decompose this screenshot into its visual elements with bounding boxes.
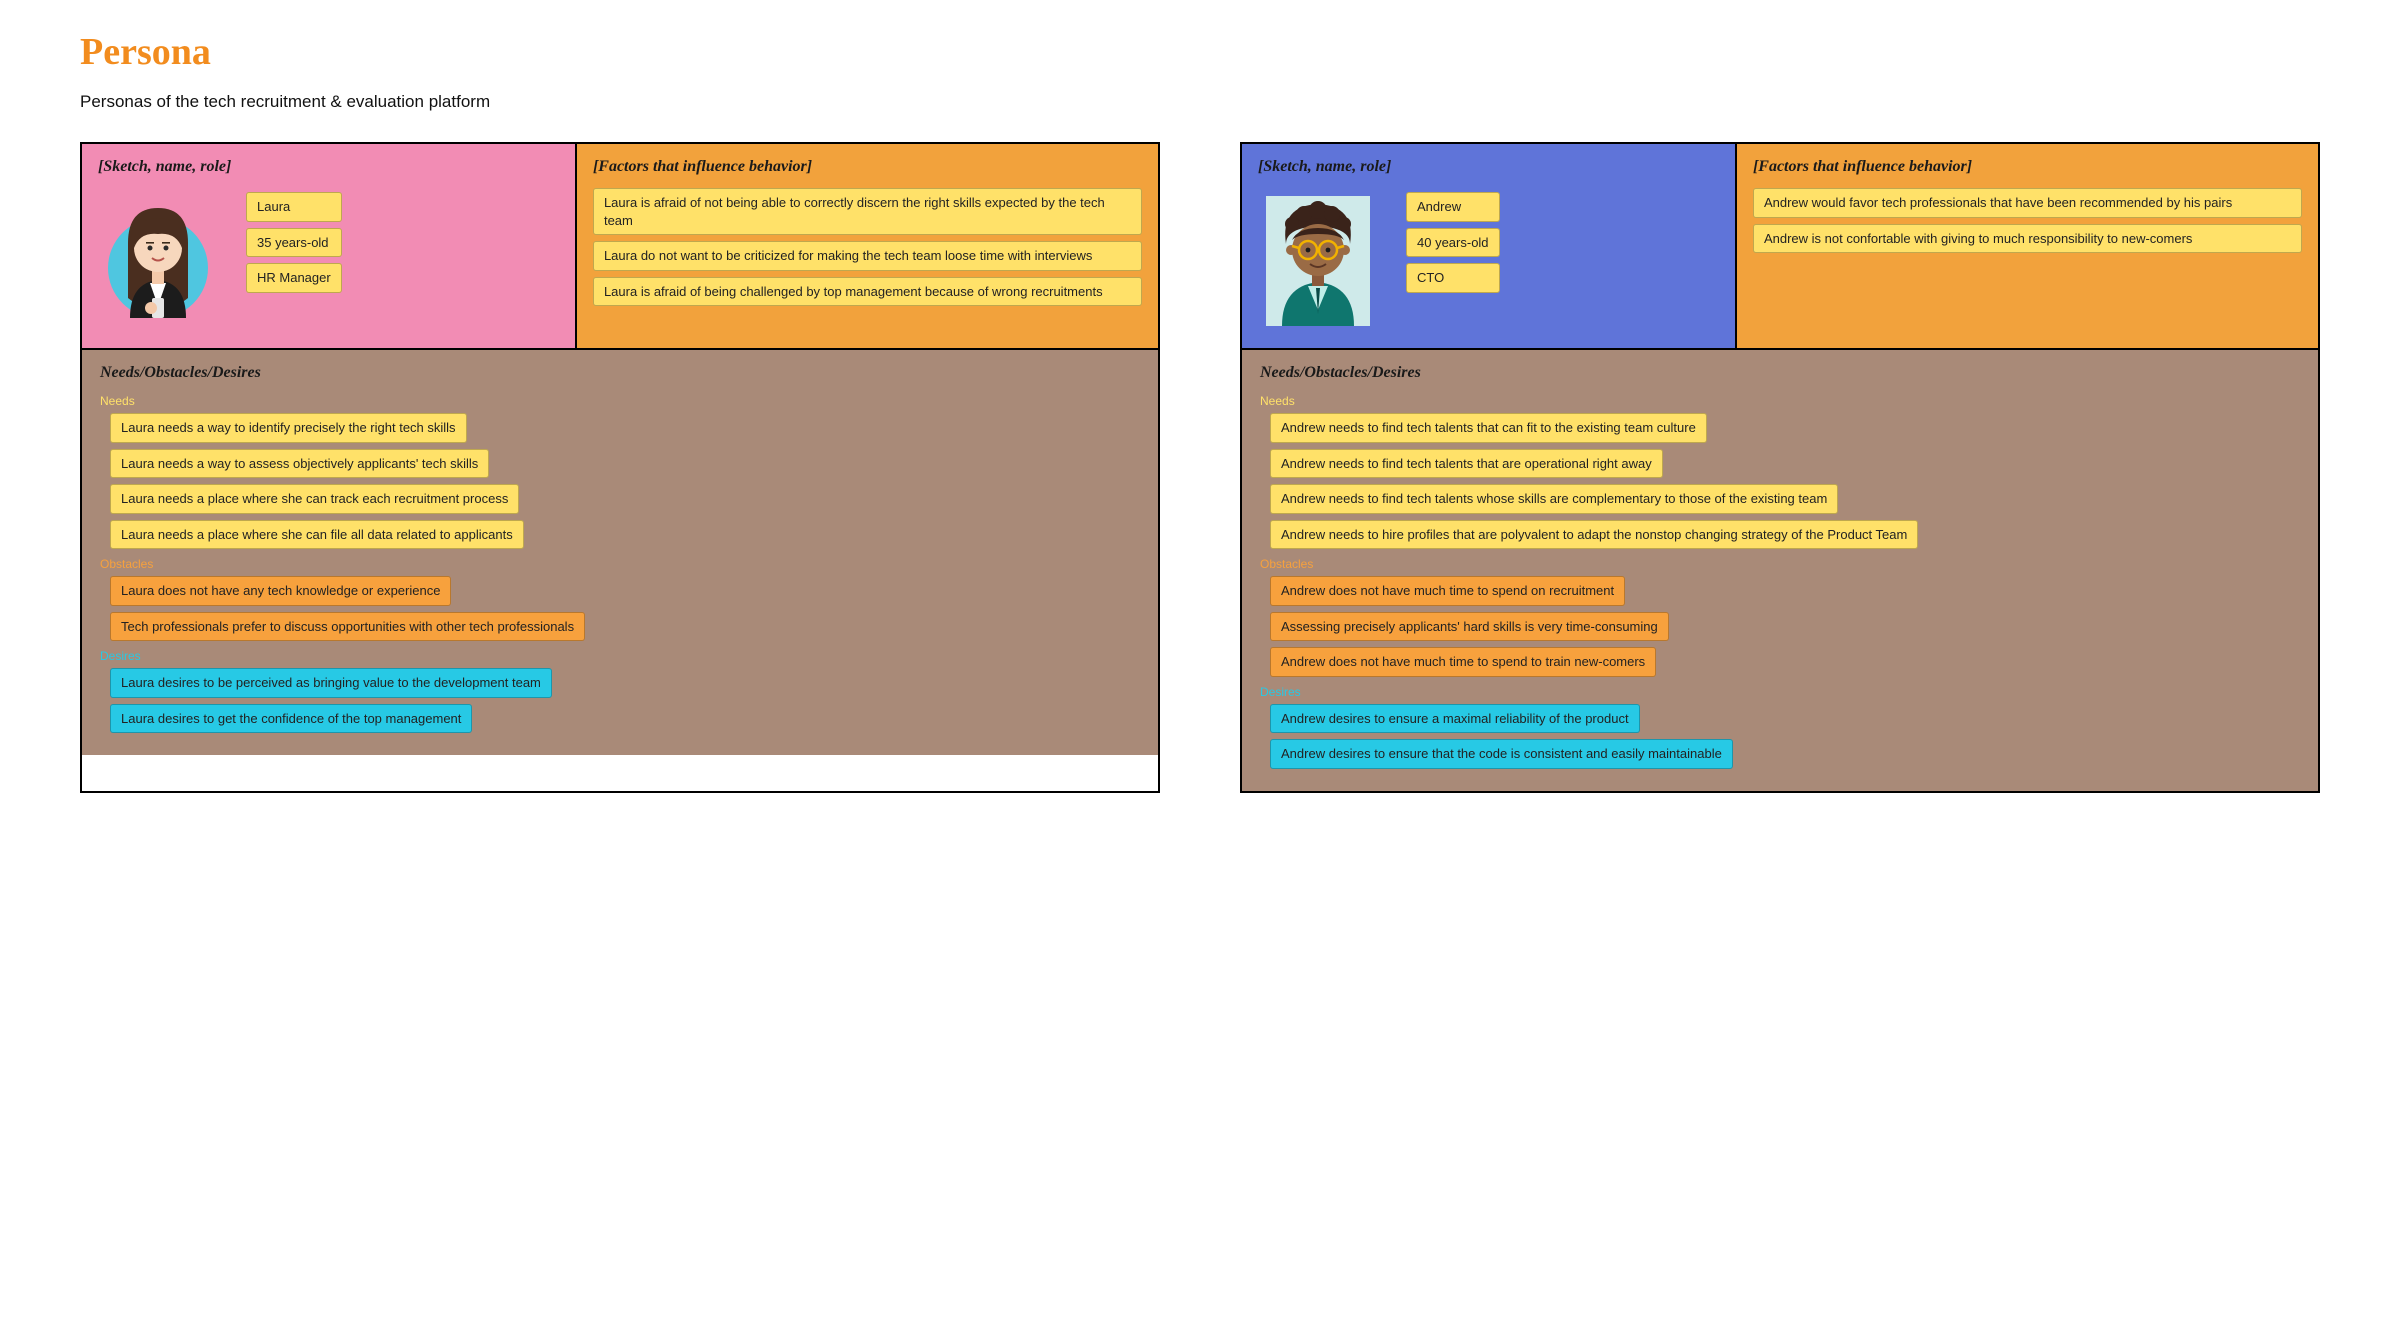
desires-label: Desires [1260, 685, 2300, 699]
chip-role: CTO [1406, 263, 1500, 293]
obstacle-note: Assessing precisely applicants' hard ski… [1270, 612, 1669, 642]
persona-cards: [Sketch, name, role] [80, 142, 2320, 793]
needs-label: Needs [1260, 394, 2300, 408]
obstacle-note: Tech professionals prefer to discuss opp… [110, 612, 585, 642]
desires-label: Desires [100, 649, 1140, 663]
factor-note: Andrew would favor tech professionals th… [1753, 188, 2302, 218]
nod-header: Needs/Obstacles/Desires [100, 364, 1140, 382]
obstacle-note: Andrew does not have much time to spend … [1270, 576, 1625, 606]
identity-panel-andrew: [Sketch, name, role] [1242, 144, 1737, 348]
avatar-andrew [1258, 188, 1378, 328]
chip-age: 35 years-old [246, 228, 342, 258]
identity-header: [Sketch, name, role] [98, 158, 559, 176]
factor-note: Laura do not want to be criticized for m… [593, 241, 1142, 271]
obstacle-note: Laura does not have any tech knowledge o… [110, 576, 451, 606]
identity-header: [Sketch, name, role] [1258, 158, 1719, 176]
factors-header: [Factors that influence behavior] [1753, 158, 2302, 176]
needs-label: Needs [100, 394, 1140, 408]
obstacles-label: Obstacles [100, 557, 1140, 571]
persona-card-laura: [Sketch, name, role] [80, 142, 1160, 793]
need-note: Andrew needs to find tech talents that c… [1270, 413, 1707, 443]
nod-panel-andrew: Needs/Obstacles/Desires Needs Andrew nee… [1242, 350, 2318, 791]
nod-panel-laura: Needs/Obstacles/Desires Needs Laura need… [82, 350, 1158, 755]
chip-name: Laura [246, 192, 342, 222]
nod-header: Needs/Obstacles/Desires [1260, 364, 2300, 382]
desire-note: Andrew desires to ensure that the code i… [1270, 739, 1733, 769]
factors-panel-andrew: [Factors that influence behavior] Andrew… [1737, 144, 2318, 348]
need-note: Laura needs a place where she can track … [110, 484, 519, 514]
obstacle-note: Andrew does not have much time to spend … [1270, 647, 1656, 677]
chip-age: 40 years-old [1406, 228, 1500, 258]
page-title: Persona [80, 30, 2320, 74]
persona-card-andrew: [Sketch, name, role] [1240, 142, 2320, 793]
need-note: Laura needs a way to assess objectively … [110, 449, 489, 479]
desire-note: Laura desires to be perceived as bringin… [110, 668, 552, 698]
desire-note: Andrew desires to ensure a maximal relia… [1270, 704, 1640, 734]
desire-note: Laura desires to get the confidence of t… [110, 704, 472, 734]
factor-note: Laura is afraid of not being able to cor… [593, 188, 1142, 235]
page-subtitle: Personas of the tech recruitment & evalu… [80, 92, 2320, 112]
factors-panel-laura: [Factors that influence behavior] Laura … [577, 144, 1158, 348]
obstacles-label: Obstacles [1260, 557, 2300, 571]
identity-panel-laura: [Sketch, name, role] [82, 144, 577, 348]
factor-note: Andrew is not confortable with giving to… [1753, 224, 2302, 254]
avatar-laura [98, 188, 218, 328]
factor-note: Laura is afraid of being challenged by t… [593, 277, 1142, 307]
need-note: Laura needs a way to identify precisely … [110, 413, 467, 443]
need-note: Andrew needs to find tech talents that a… [1270, 449, 1663, 479]
factors-header: [Factors that influence behavior] [593, 158, 1142, 176]
chip-role: HR Manager [246, 263, 342, 293]
need-note: Andrew needs to hire profiles that are p… [1270, 520, 1918, 550]
need-note: Andrew needs to find tech talents whose … [1270, 484, 1838, 514]
chip-name: Andrew [1406, 192, 1500, 222]
need-note: Laura needs a place where she can file a… [110, 520, 524, 550]
